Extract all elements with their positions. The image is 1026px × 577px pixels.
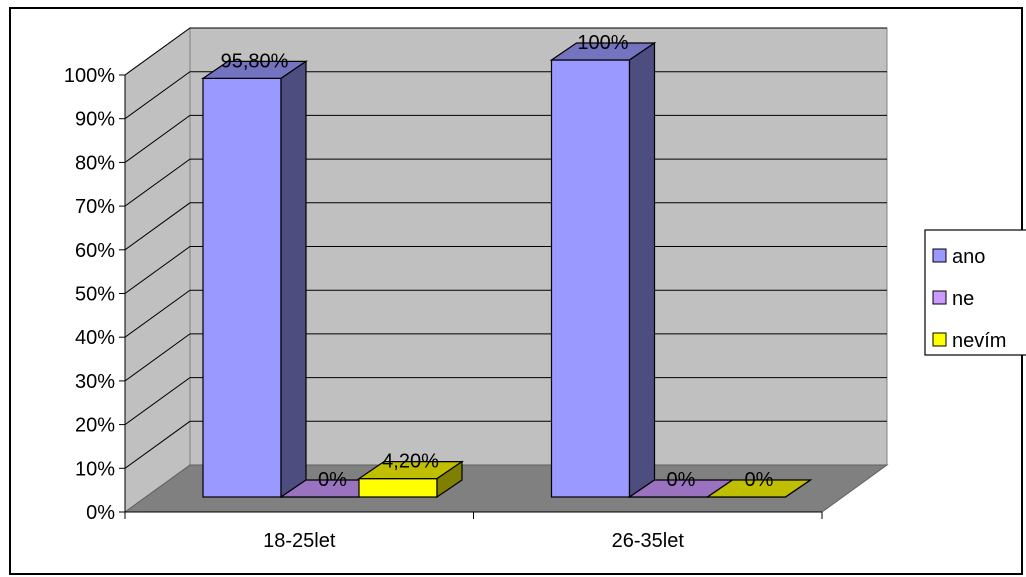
legend-swatch	[932, 290, 947, 305]
x-category-label: 18-25let	[263, 530, 336, 552]
bar-data-label: 0%	[667, 469, 696, 491]
bar	[705, 479, 813, 498]
bar-data-label: 95,80%	[221, 50, 289, 72]
y-tick-label: 40%	[75, 327, 115, 349]
legend: ano ne nevím	[924, 229, 1026, 356]
bar-side	[280, 60, 307, 499]
x-axis: 18-25let 26-35let	[124, 511, 823, 552]
y-tick-label: 30%	[75, 371, 115, 393]
bar-data-label: 0%	[318, 469, 347, 491]
y-tick-label: 60%	[75, 240, 115, 262]
legend-label: nevím	[952, 330, 1006, 352]
y-tick-label: 10%	[75, 458, 115, 480]
bar-data-label: 100%	[577, 32, 628, 54]
legend-label: ano	[952, 246, 985, 268]
y-tick-label: 100%	[64, 65, 115, 87]
y-tick-label: 70%	[75, 196, 115, 218]
bar	[201, 60, 308, 499]
y-tick-label: 50%	[75, 284, 115, 306]
y-tick-label: 0%	[86, 502, 115, 524]
bar-side	[628, 41, 656, 499]
legend-swatch	[932, 332, 947, 347]
bar-side	[436, 460, 463, 499]
bar-data-label: 4,20%	[382, 451, 439, 473]
bar-front	[550, 59, 631, 498]
x-category-label: 26-35let	[612, 530, 685, 552]
legend-swatch	[932, 248, 947, 263]
y-tick-label: 20%	[75, 415, 115, 437]
bars	[201, 41, 813, 499]
bar-data-label: 0%	[745, 469, 774, 491]
bar	[357, 460, 464, 499]
data-labels: 95,80% 0% 4,20% 100% 0% 0%	[221, 32, 774, 491]
y-tick-label: 90%	[75, 109, 115, 131]
bar-side	[785, 479, 811, 498]
y-tick-label: 80%	[75, 152, 115, 174]
legend-items: ano ne nevím	[932, 246, 1006, 352]
bar	[549, 41, 657, 499]
bar-front	[202, 77, 282, 498]
y-axis: 0% 10% 20% 30% 40% 50% 60% 70% 80% 90% 100%	[64, 65, 126, 524]
legend-label: ne	[952, 288, 974, 310]
bar-front	[358, 478, 438, 498]
gridline	[124, 27, 887, 76]
